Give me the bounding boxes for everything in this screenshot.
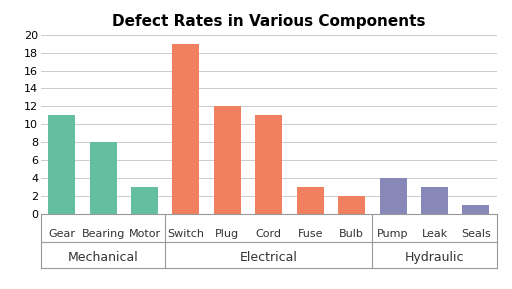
Text: Fuse: Fuse: [297, 229, 323, 239]
Text: Pump: Pump: [377, 229, 409, 239]
Bar: [214, 106, 241, 214]
Text: Bearing: Bearing: [81, 229, 125, 239]
Text: Motor: Motor: [129, 229, 161, 239]
Text: Cord: Cord: [256, 229, 282, 239]
Bar: [379, 178, 407, 214]
Bar: [131, 187, 158, 214]
Text: Gear: Gear: [48, 229, 75, 239]
Text: Plug: Plug: [216, 229, 240, 239]
Bar: [338, 196, 365, 214]
Bar: [297, 187, 324, 214]
Bar: [48, 115, 75, 214]
Bar: [173, 44, 199, 214]
Text: Bulb: Bulb: [339, 229, 364, 239]
Text: Seals: Seals: [461, 229, 491, 239]
Bar: [462, 205, 489, 214]
Bar: [255, 115, 282, 214]
Text: Electrical: Electrical: [240, 251, 298, 264]
Text: Hydraulic: Hydraulic: [405, 251, 464, 264]
Text: Switch: Switch: [167, 229, 204, 239]
Text: Mechanical: Mechanical: [68, 251, 138, 264]
Title: Defect Rates in Various Components: Defect Rates in Various Components: [112, 14, 425, 29]
Bar: [421, 187, 448, 214]
Bar: [90, 142, 117, 214]
Text: Leak: Leak: [421, 229, 447, 239]
